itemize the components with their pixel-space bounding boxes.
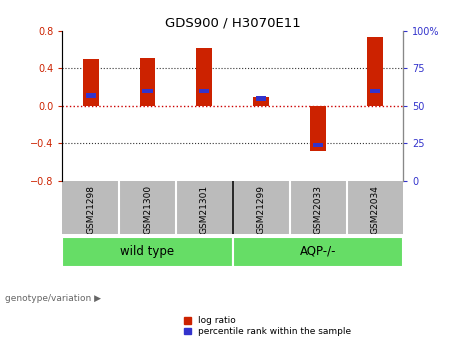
Legend: log ratio, percentile rank within the sample: log ratio, percentile rank within the sa… <box>183 315 352 337</box>
Bar <box>62 237 233 267</box>
Text: GSM21300: GSM21300 <box>143 185 152 234</box>
Bar <box>370 89 380 93</box>
Bar <box>253 97 269 106</box>
Text: GSM21301: GSM21301 <box>200 185 209 234</box>
Bar <box>199 89 209 93</box>
Text: wild type: wild type <box>120 245 175 257</box>
Bar <box>310 106 326 151</box>
Text: GSM22033: GSM22033 <box>313 185 323 234</box>
Title: GDS900 / H3070E11: GDS900 / H3070E11 <box>165 17 301 30</box>
Bar <box>233 237 403 267</box>
Text: AQP-/-: AQP-/- <box>300 245 337 257</box>
Bar <box>140 58 155 106</box>
Text: genotype/variation ▶: genotype/variation ▶ <box>5 294 100 303</box>
Bar <box>196 48 213 106</box>
Bar <box>142 89 153 93</box>
Text: GSM22034: GSM22034 <box>371 185 379 234</box>
Text: GSM21299: GSM21299 <box>257 185 266 234</box>
Bar <box>83 59 99 106</box>
Bar <box>313 143 323 147</box>
Text: GSM21298: GSM21298 <box>86 185 95 234</box>
Bar <box>256 96 266 100</box>
Bar <box>86 93 96 98</box>
Bar <box>367 37 383 106</box>
